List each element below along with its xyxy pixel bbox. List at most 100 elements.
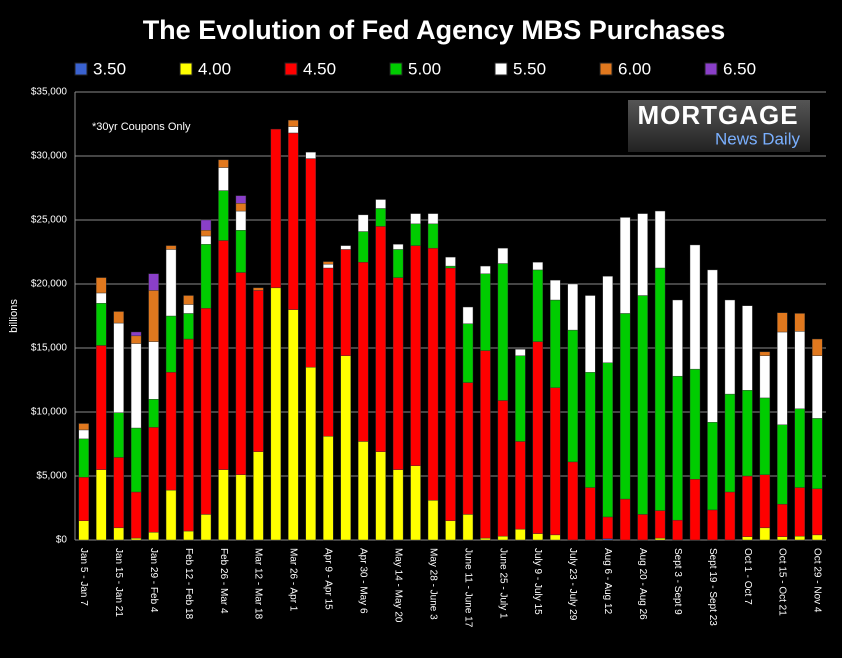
bar-segment bbox=[532, 341, 544, 534]
bar-segment bbox=[95, 292, 107, 304]
bar-segment bbox=[654, 267, 666, 511]
x-tick-label: May 14 - May 20 bbox=[392, 548, 403, 623]
bar-segment bbox=[812, 418, 823, 489]
bar-segment bbox=[200, 230, 212, 237]
y-tick-label: $30,000 bbox=[31, 151, 68, 162]
bar-segment bbox=[585, 295, 596, 373]
bar-segment bbox=[392, 249, 404, 278]
bar-segment bbox=[619, 217, 631, 314]
bar-segment bbox=[637, 295, 648, 515]
bar-segment bbox=[288, 132, 299, 310]
bar-segment bbox=[672, 375, 683, 521]
bar-segment bbox=[794, 331, 806, 409]
bar-segment bbox=[218, 469, 229, 541]
bar-segment bbox=[200, 235, 212, 245]
bar-segment bbox=[340, 249, 351, 356]
bar-segment bbox=[812, 355, 823, 419]
bar-segment bbox=[340, 245, 351, 250]
y-tick-label: $15,000 bbox=[31, 343, 68, 354]
bar-segment bbox=[183, 313, 194, 340]
bar-segment bbox=[759, 527, 771, 541]
bar-segment bbox=[480, 537, 491, 541]
bar-segment bbox=[689, 479, 701, 541]
legend-label: 6.00 bbox=[618, 59, 651, 78]
x-tick-label: July 9 - July 15 bbox=[532, 548, 543, 615]
annotation: *30yr Coupons Only bbox=[92, 121, 191, 133]
bar-segment bbox=[724, 393, 736, 493]
bar-segment bbox=[235, 203, 247, 212]
bar-segment bbox=[323, 267, 334, 437]
bar-segment bbox=[462, 306, 474, 324]
bar-segment bbox=[375, 226, 386, 452]
bar-segment bbox=[777, 503, 788, 538]
bar-segment bbox=[759, 351, 771, 356]
bar-segment bbox=[148, 273, 159, 291]
bar-segment bbox=[95, 345, 107, 470]
bar-segment bbox=[130, 427, 142, 493]
bar-segment bbox=[445, 265, 456, 269]
bar-segment bbox=[445, 256, 456, 267]
legend-swatch bbox=[179, 62, 193, 76]
x-tick-label: Jan 15 - Jan 21 bbox=[113, 548, 124, 617]
bar-segment bbox=[515, 528, 526, 541]
bar-segment bbox=[218, 240, 229, 470]
bar-segment bbox=[585, 372, 596, 488]
bar-segment bbox=[777, 424, 788, 505]
bar-segment bbox=[567, 283, 578, 331]
bar-segment bbox=[707, 269, 718, 423]
bar-segment bbox=[78, 477, 89, 521]
bar-segment bbox=[305, 151, 316, 159]
legend-swatch bbox=[704, 62, 718, 76]
bar-segment bbox=[480, 265, 491, 274]
bar-segment bbox=[462, 514, 474, 541]
bar-segment bbox=[253, 290, 264, 452]
bar-segment bbox=[392, 469, 404, 541]
legend-label: 6.50 bbox=[723, 59, 756, 78]
bar-segment bbox=[480, 350, 491, 539]
bar-segment bbox=[288, 119, 299, 127]
bar-segment bbox=[95, 303, 107, 346]
bar-segment bbox=[497, 535, 509, 541]
legend-swatch bbox=[494, 62, 508, 76]
bar-segment bbox=[305, 367, 316, 541]
x-tick-label: Aug 20 - Aug 26 bbox=[637, 548, 648, 620]
bar-segment bbox=[288, 309, 299, 541]
bar-segment bbox=[812, 488, 823, 536]
bar-segment bbox=[794, 313, 806, 332]
bar-segment bbox=[165, 315, 177, 373]
bar-segment bbox=[794, 408, 806, 488]
bar-segment bbox=[375, 451, 386, 541]
bar-segment bbox=[95, 277, 107, 294]
bar-segment bbox=[357, 214, 369, 232]
x-tick-label: July 23 - July 29 bbox=[567, 548, 578, 621]
bar-segment bbox=[777, 312, 788, 333]
x-tick-label: Oct 15 - Oct 21 bbox=[777, 548, 788, 616]
bar-segment bbox=[130, 537, 142, 541]
logo-text: MORTGAGE bbox=[637, 100, 798, 130]
bar-segment bbox=[357, 262, 369, 442]
bar-segment bbox=[654, 210, 666, 269]
bar-segment bbox=[253, 451, 264, 541]
bar-segment bbox=[550, 299, 561, 388]
legend-swatch bbox=[74, 62, 88, 76]
bar-segment bbox=[78, 438, 89, 478]
bar-segment bbox=[323, 261, 334, 265]
bar-segment bbox=[410, 223, 421, 246]
bar-segment bbox=[218, 167, 229, 191]
bar-segment bbox=[794, 535, 806, 541]
bar-segment bbox=[113, 322, 124, 413]
bar-segment bbox=[724, 299, 736, 395]
bar-segment bbox=[270, 128, 282, 289]
y-tick-label: $0 bbox=[56, 535, 68, 546]
x-tick-label: Mar 26 - Apr 1 bbox=[288, 548, 299, 612]
bar-segment bbox=[288, 126, 299, 134]
y-tick-label: $5,000 bbox=[36, 471, 67, 482]
bar-segment bbox=[200, 514, 212, 541]
bar-segment bbox=[427, 247, 439, 501]
bar-segment bbox=[497, 263, 509, 401]
logo-box bbox=[628, 100, 810, 152]
x-tick-label: Feb 12 - Feb 18 bbox=[183, 548, 194, 620]
x-tick-label: Sept 19 - Sept 23 bbox=[707, 548, 718, 626]
bar-segment bbox=[550, 534, 561, 541]
bar-segment bbox=[148, 290, 159, 342]
